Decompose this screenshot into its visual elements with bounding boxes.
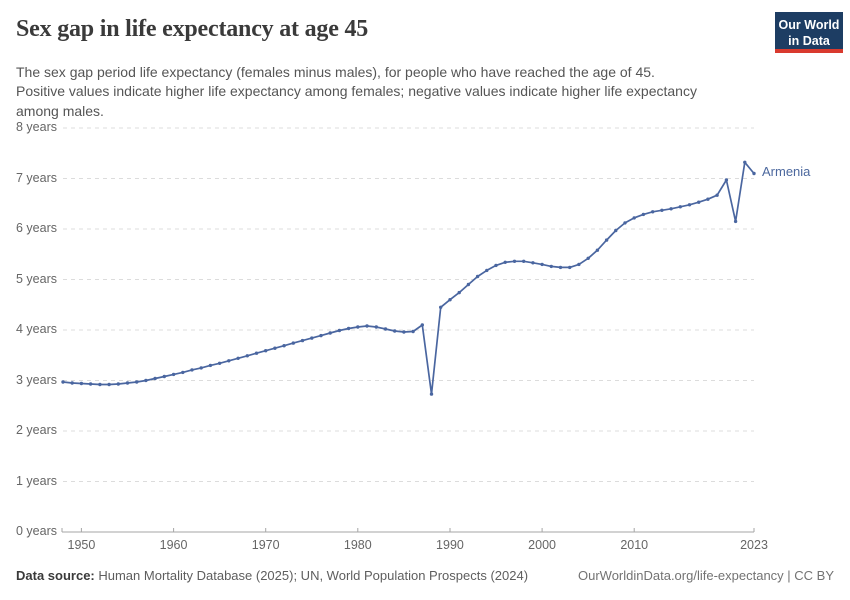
x-axis-label: 1960 [159, 538, 188, 552]
subtitle-line-3: among males. [16, 102, 104, 119]
y-axis-label: 7 years [16, 170, 57, 185]
y-axis-label: 3 years [16, 372, 57, 387]
owid-logo-line1: Our World [778, 18, 840, 32]
owid-url-license[interactable]: OurWorldinData.org/life-expectancy | CC … [577, 568, 834, 583]
x-axis-label: 1950 [67, 538, 96, 552]
data-source: Data source: Human Mortality Database (2… [16, 568, 528, 583]
y-axis-label: 8 years [16, 120, 57, 134]
data-source-label: Data source: [16, 568, 95, 583]
y-axis-label: 2 years [16, 423, 57, 437]
owid-logo-line2: in Data [788, 34, 830, 49]
y-axis-label: 0 years [16, 524, 57, 538]
subtitle-line-1: The sex gap period life expectancy (fema… [16, 64, 655, 80]
page-title: Sex gap in life expectancy at age 45 [16, 16, 369, 42]
data-source-text: Human Mortality Database (2025); UN, Wor… [94, 568, 529, 583]
y-axis-label: 1 years [16, 473, 57, 488]
x-axis-label: 2010 [620, 538, 649, 552]
x-axis-label: 1990 [436, 538, 464, 552]
owid-logo[interactable]: Our World in Data [775, 12, 843, 53]
y-axis-label: 5 years [16, 271, 57, 286]
series-label-armenia: Armenia [762, 164, 811, 180]
y-axis-label: 6 years [16, 221, 57, 235]
chart-subtitle: The sex gap period life expectancy (fema… [16, 63, 697, 121]
x-axis-label: 1980 [343, 538, 372, 552]
x-axis-label: 1970 [251, 538, 280, 552]
x-axis-label: 2023 [740, 538, 768, 552]
chart-footer: Data source: Human Mortality Database (2… [16, 568, 834, 583]
subtitle-line-2: Positive values indicate higher life exp… [16, 83, 697, 100]
y-axis-label: 4 years [16, 322, 57, 336]
x-axis-label: 2000 [528, 538, 556, 552]
